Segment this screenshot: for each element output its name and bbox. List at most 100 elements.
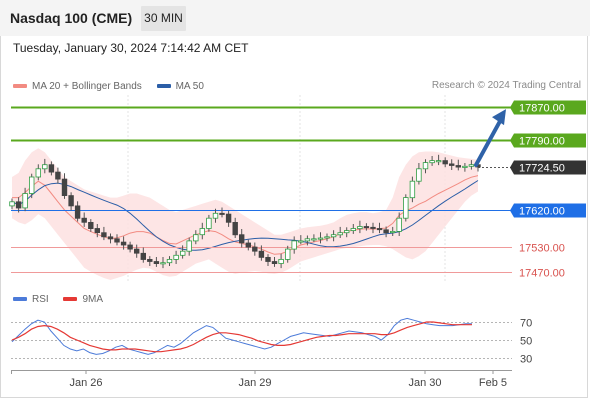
candle-body-48: [324, 236, 330, 239]
ma20-label: MA 20 + Bollinger Bands: [32, 80, 142, 92]
candle-body-39: [265, 256, 271, 262]
candle-body-42: [284, 248, 291, 260]
candle-body-1: [15, 201, 22, 209]
candle-body-50: [337, 232, 343, 236]
candle-body-8: [61, 178, 68, 197]
forecast-arrow-shaft: [474, 119, 502, 167]
candle-body-40: [271, 261, 278, 264]
candle-body-63: [422, 162, 429, 170]
candle-body-14: [101, 232, 107, 238]
candle-body-45: [304, 238, 311, 242]
candle-body-6: [48, 164, 55, 173]
candle-body-49: [330, 234, 337, 238]
rsi-swatch: [13, 297, 27, 301]
rsi-ma9-line: [11, 321, 472, 353]
candle-body-24: [166, 258, 173, 264]
candle-body-18: [127, 244, 133, 250]
candle-body-16: [114, 238, 120, 243]
candle-body-0: [9, 201, 15, 207]
candle-body-43: [291, 240, 297, 250]
candle-body-12: [88, 221, 94, 229]
candle-body-51: [343, 230, 350, 234]
timeframe-button[interactable]: 30 MIN: [141, 6, 186, 31]
candle-body-46: [311, 238, 317, 241]
candle-body-69: [462, 165, 468, 168]
candle-body-22: [153, 261, 160, 264]
candle-body-58: [389, 230, 396, 233]
candle-body-15: [107, 236, 114, 240]
candle-body-66: [442, 160, 448, 165]
level-label-3: 17620.00: [519, 206, 565, 218]
candle-body-31: [212, 212, 219, 219]
x-tick-label-1: Jan 29: [238, 377, 271, 389]
level-tag-1: [510, 133, 586, 148]
candle-body-17: [120, 241, 127, 246]
candle-body-70: [468, 164, 475, 167]
level-tag-3: [510, 203, 586, 218]
candle-body-34: [232, 221, 238, 236]
candle-body-26: [179, 250, 186, 256]
candle-body-36: [245, 242, 251, 248]
candle-body-5: [42, 164, 48, 170]
level-label-1: 17790.00: [519, 136, 565, 148]
candle-body-10: [74, 205, 81, 219]
candle-body-19: [133, 248, 140, 254]
level-label-0: 17870.00: [519, 103, 565, 115]
candle-body-27: [186, 240, 192, 252]
candle-body-11: [81, 217, 87, 223]
candle-body-47: [317, 237, 324, 240]
candle-body-61: [409, 180, 416, 199]
level-tag-0: [510, 100, 586, 115]
candle-body-44: [298, 240, 304, 243]
candle-body-20: [140, 252, 146, 260]
candle-body-32: [219, 212, 225, 215]
ma20-line: [12, 175, 479, 255]
level-label-5: 17470.00: [519, 268, 565, 280]
candle-body-59: [396, 217, 402, 232]
candle-body-33: [225, 213, 232, 223]
candle-body-13: [94, 228, 100, 233]
candle-body-28: [193, 234, 199, 242]
candle-body-53: [357, 226, 363, 229]
rsi-tick-label-1: 50: [520, 336, 532, 348]
candle-body-67: [448, 163, 455, 166]
forecast-arrow-head: [492, 109, 506, 126]
x-axis: Jan 26 Jan 29 Jan 30 Feb 5: [11, 370, 512, 389]
legend-item-ma50: MA 50: [156, 80, 204, 92]
candle-body-55: [370, 226, 376, 229]
level-tag-2: [510, 160, 586, 175]
candle-body-21: [147, 258, 153, 262]
rsi-panel: 70 50 30: [11, 318, 532, 366]
candle-body-57: [383, 229, 389, 234]
candle-body-3: [28, 176, 35, 194]
rsi-tick-label-2: 30: [520, 354, 532, 366]
candle-body-54: [363, 226, 370, 229]
candle-body-7: [55, 171, 61, 180]
copyright-text: Research © 2024 Trading Central: [431, 80, 581, 91]
candle-body-23: [160, 262, 166, 265]
candle-body-38: [258, 250, 265, 258]
x-tick-label-3: Feb 5: [479, 377, 507, 389]
ma50-label: MA 50: [175, 80, 204, 92]
rsi-line: [11, 317, 472, 355]
candle-body-30: [206, 217, 212, 229]
main-legend: MA 20 + Bollinger Bands MA 50: [13, 80, 216, 92]
x-tick-label-2: Jan 30: [408, 377, 441, 389]
level-label-2: 17724.50: [519, 163, 565, 175]
candle-body-4: [35, 168, 41, 178]
candle-body-60: [403, 197, 409, 219]
x-tick-label-0: Jan 26: [69, 377, 102, 389]
candle-body-68: [455, 165, 461, 168]
candle-body-65: [435, 160, 442, 163]
candle-body-56: [376, 228, 383, 231]
candle-body-29: [199, 228, 205, 236]
rsi-tick-label-0: 70: [520, 318, 532, 330]
candle-body-35: [238, 234, 245, 244]
legend-item-rsi: RSI: [13, 294, 49, 305]
ma50-swatch: [156, 84, 171, 88]
rsi-label: RSI: [32, 293, 49, 305]
legend-item-ma20: MA 20 + Bollinger Bands: [13, 81, 142, 92]
legend-item-9ma: 9MA: [63, 294, 103, 305]
ma9-swatch: [63, 297, 78, 301]
